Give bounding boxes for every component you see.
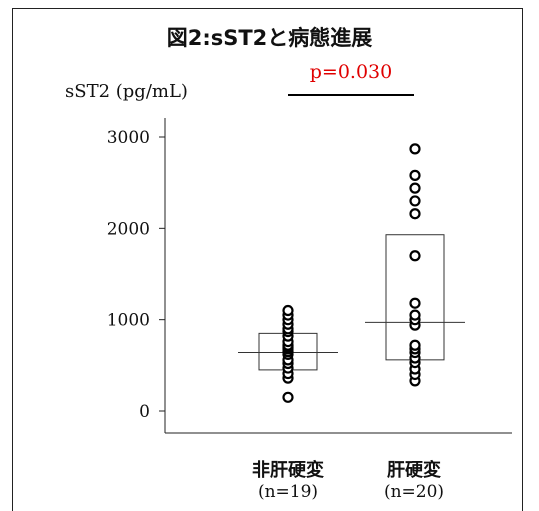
y-tick-label: 2000 [107,219,150,239]
chart-title: 図2:sST2と病態進展 [166,26,373,50]
y-tick-label: 3000 [107,128,150,148]
data-point [282,391,294,403]
data-point [409,339,421,351]
data-point [409,182,421,194]
data-point [409,195,421,207]
data-point [409,169,421,181]
data-point [409,250,421,262]
y-tick-label: 0 [139,402,150,422]
category-label-non-cirrhosis: 非肝硬変 [252,460,324,481]
data-point [409,208,421,220]
data-point [282,304,294,317]
y-tick-label: 1000 [107,311,150,331]
data-point [409,143,421,155]
chart-frame [12,8,523,511]
y-axis-label: sST2 (pg/mL) [65,81,188,102]
count-label-cirrhosis: (n=20) [383,482,445,502]
count-label-non-cirrhosis: (n=19) [257,482,319,502]
data-point [409,309,421,321]
data-point [409,297,421,309]
p-value-label: p=0.030 [309,61,393,83]
category-label-cirrhosis: 肝硬変 [387,460,441,481]
